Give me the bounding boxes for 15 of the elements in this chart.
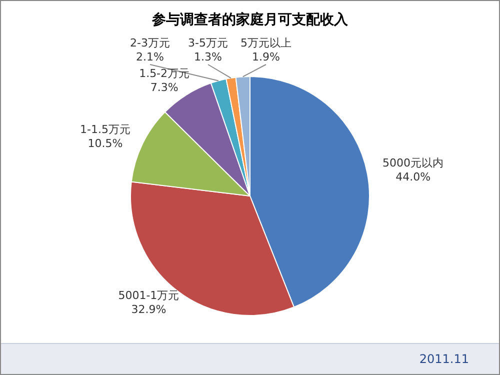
slice-label: 2-3万元 (130, 36, 170, 50)
data-label: 2.1% (136, 50, 164, 64)
slice-label: 5001-1万元 (118, 289, 180, 302)
data-label: 32.9% (131, 303, 166, 316)
slice-label: 1-1.5万元 (80, 123, 130, 136)
text: 2011.11 (419, 352, 469, 366)
slice-label: 5万元以上 (240, 36, 292, 50)
chart-title: 参与调查者的家庭月可支配收入 (151, 11, 349, 29)
data-label: 1.3% (194, 50, 222, 64)
slice-label: 3-5万元 (188, 36, 228, 50)
data-label: 7.3% (150, 81, 178, 94)
data-label: 44.0% (396, 170, 431, 184)
data-label: 1.9% (252, 50, 280, 64)
slice-label: 5000元以内 (382, 156, 444, 170)
data-label: 10.5% (88, 137, 123, 150)
